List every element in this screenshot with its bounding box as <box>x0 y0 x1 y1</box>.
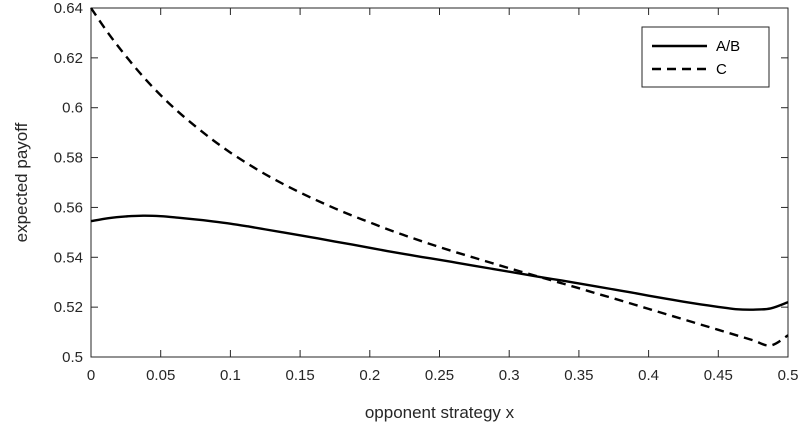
x-tick-label: 0.45 <box>704 367 733 384</box>
y-tick-label: 0.54 <box>54 249 83 266</box>
x-tick-label: 0.3 <box>499 367 520 384</box>
y-tick-label: 0.58 <box>54 150 83 167</box>
y-tick-label: 0.52 <box>54 299 83 316</box>
x-tick-label: 0.2 <box>359 367 380 384</box>
y-tick-label: 0.6 <box>62 100 83 117</box>
x-tick-label: 0.35 <box>564 367 593 384</box>
x-axis-label: opponent strategy x <box>365 403 515 422</box>
x-tick-label: 0 <box>87 367 95 384</box>
series-layer <box>90 7 789 347</box>
series-line-ab <box>90 214 789 311</box>
x-tick-label: 0.05 <box>146 367 175 384</box>
legend: A/B C <box>641 26 770 88</box>
y-tick-label: 0.62 <box>54 50 83 67</box>
y-axis-label: expected payoff <box>12 122 31 242</box>
x-tick-label: 0.25 <box>425 367 454 384</box>
x-tick-label: 0.4 <box>638 367 659 384</box>
x-tick-label: 0.5 <box>778 367 799 384</box>
legend-label-ab: A/B <box>716 38 740 55</box>
y-tick-label: 0.5 <box>62 349 83 366</box>
legend-box <box>641 26 770 88</box>
legend-label-c: C <box>716 61 727 78</box>
y-tick-label: 0.64 <box>54 0 83 17</box>
x-tick-label: 0.1 <box>220 367 241 384</box>
x-tick-label: 0.15 <box>285 367 314 384</box>
y-tick-label: 0.56 <box>54 199 83 216</box>
x-axis-ticks: 0 0.05 0.1 0.15 0.2 0.25 0.3 0.35 0.4 0.45 0.5 <box>87 8 799 384</box>
y-axis-ticks: 0.5 0.52 0.54 0.56 0.58 0.6 0.62 0.64 <box>54 0 788 366</box>
